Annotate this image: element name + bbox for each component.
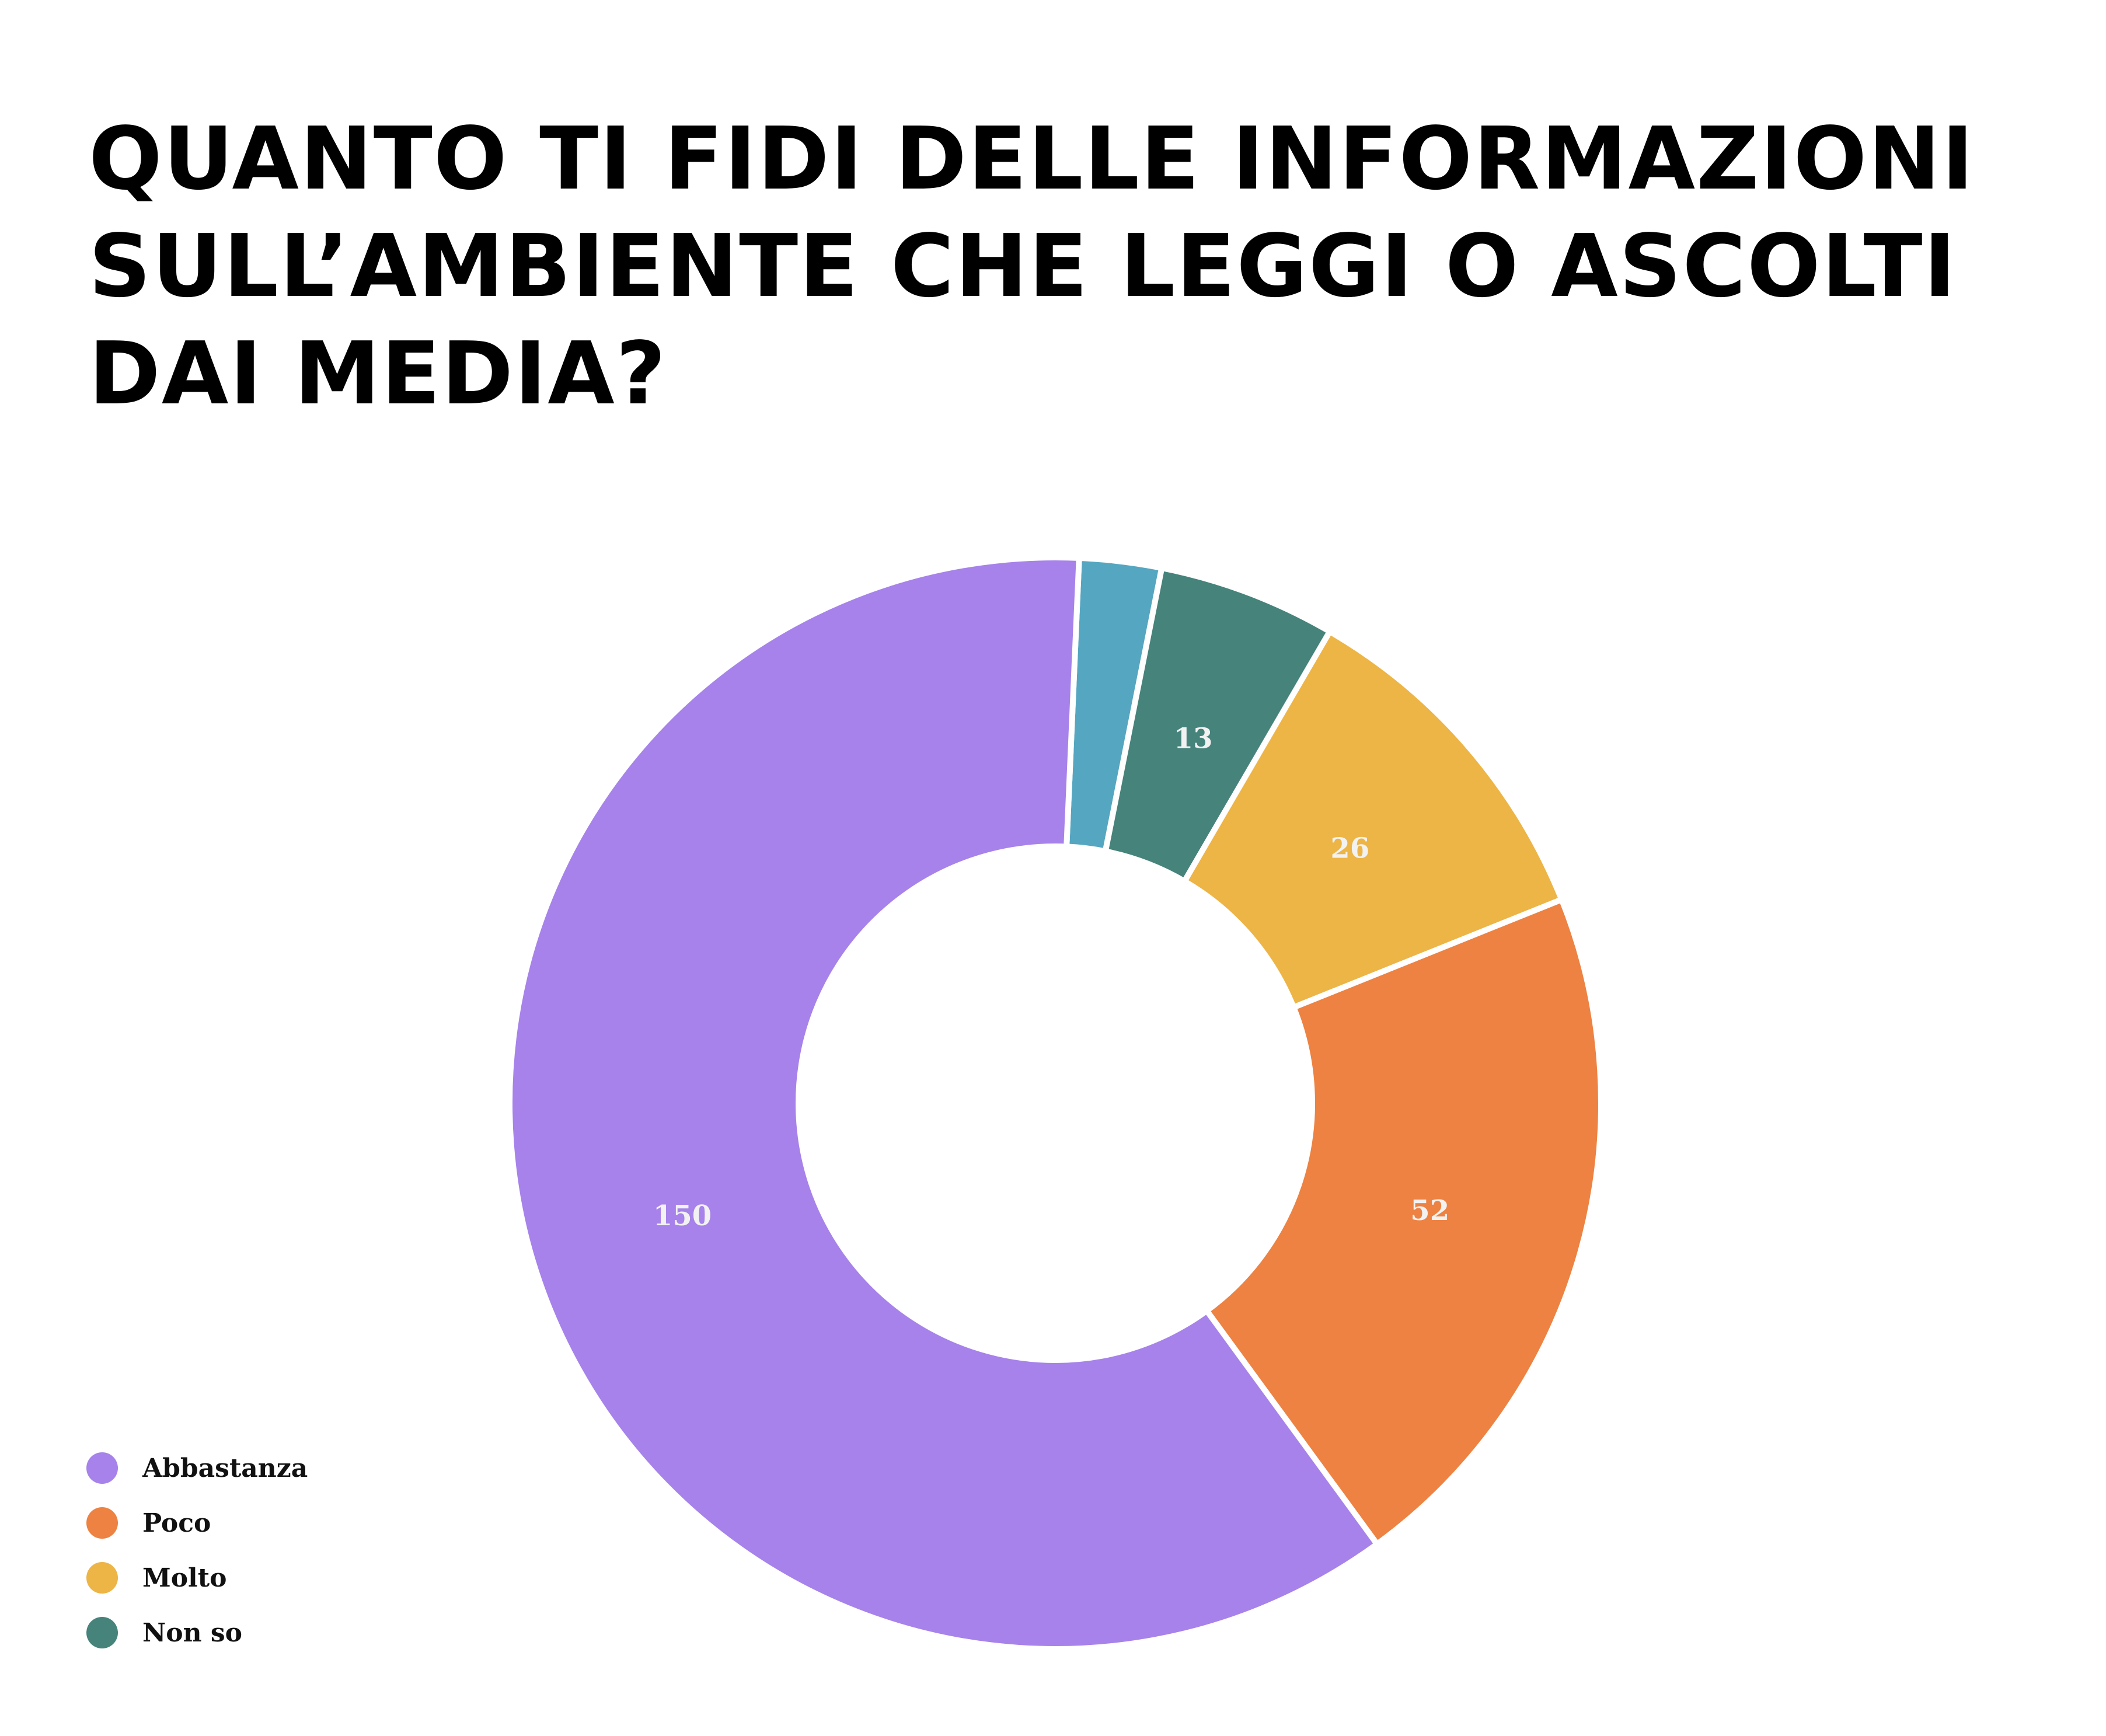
donut-value-labels: 13 26 52 150 <box>653 723 1449 1232</box>
legend-item-non-so[interactable]: Non so <box>86 1605 308 1660</box>
legend-label-poco: Poco <box>142 1508 211 1538</box>
slice-value-non-so: 13 <box>1174 723 1213 755</box>
chart-title: QUANTO TI FIDI DELLE INFORMAZIONI SULL’A… <box>89 105 1975 427</box>
legend-label-non-so: Non so <box>142 1618 242 1648</box>
legend-swatch-poco <box>86 1507 118 1539</box>
donut-slices <box>507 555 1604 1652</box>
chart-title-line-3: DAI MEDIA? <box>89 323 667 424</box>
legend-swatch-non-so <box>86 1617 118 1648</box>
legend-swatch-molto <box>86 1562 118 1594</box>
legend-item-poco[interactable]: Poco <box>86 1496 308 1550</box>
slice-value-abbastanza: 150 <box>653 1200 712 1232</box>
legend-item-molto[interactable]: Molto <box>86 1550 308 1605</box>
legend-label-molto: Molto <box>142 1563 227 1593</box>
slice-value-molto: 26 <box>1330 832 1369 864</box>
legend: Abbastanza Poco Molto Non so <box>86 1441 308 1660</box>
slice-value-poco: 52 <box>1410 1194 1449 1227</box>
slice-poco-3[interactable] <box>1204 897 1604 1547</box>
chart-title-line-1: QUANTO TI FIDI DELLE INFORMAZIONI <box>89 109 1975 209</box>
legend-swatch-abbastanza <box>86 1452 118 1484</box>
slice-abbastanza-4[interactable] <box>507 555 1380 1652</box>
legend-label-abbastanza: Abbastanza <box>142 1453 308 1483</box>
slice-molto-2[interactable] <box>1181 628 1565 1010</box>
chart-title-line-2: SULL’AMBIENTE CHE LEGGI O ASCOLTI <box>89 216 1957 316</box>
legend-item-abbastanza[interactable]: Abbastanza <box>86 1441 308 1496</box>
